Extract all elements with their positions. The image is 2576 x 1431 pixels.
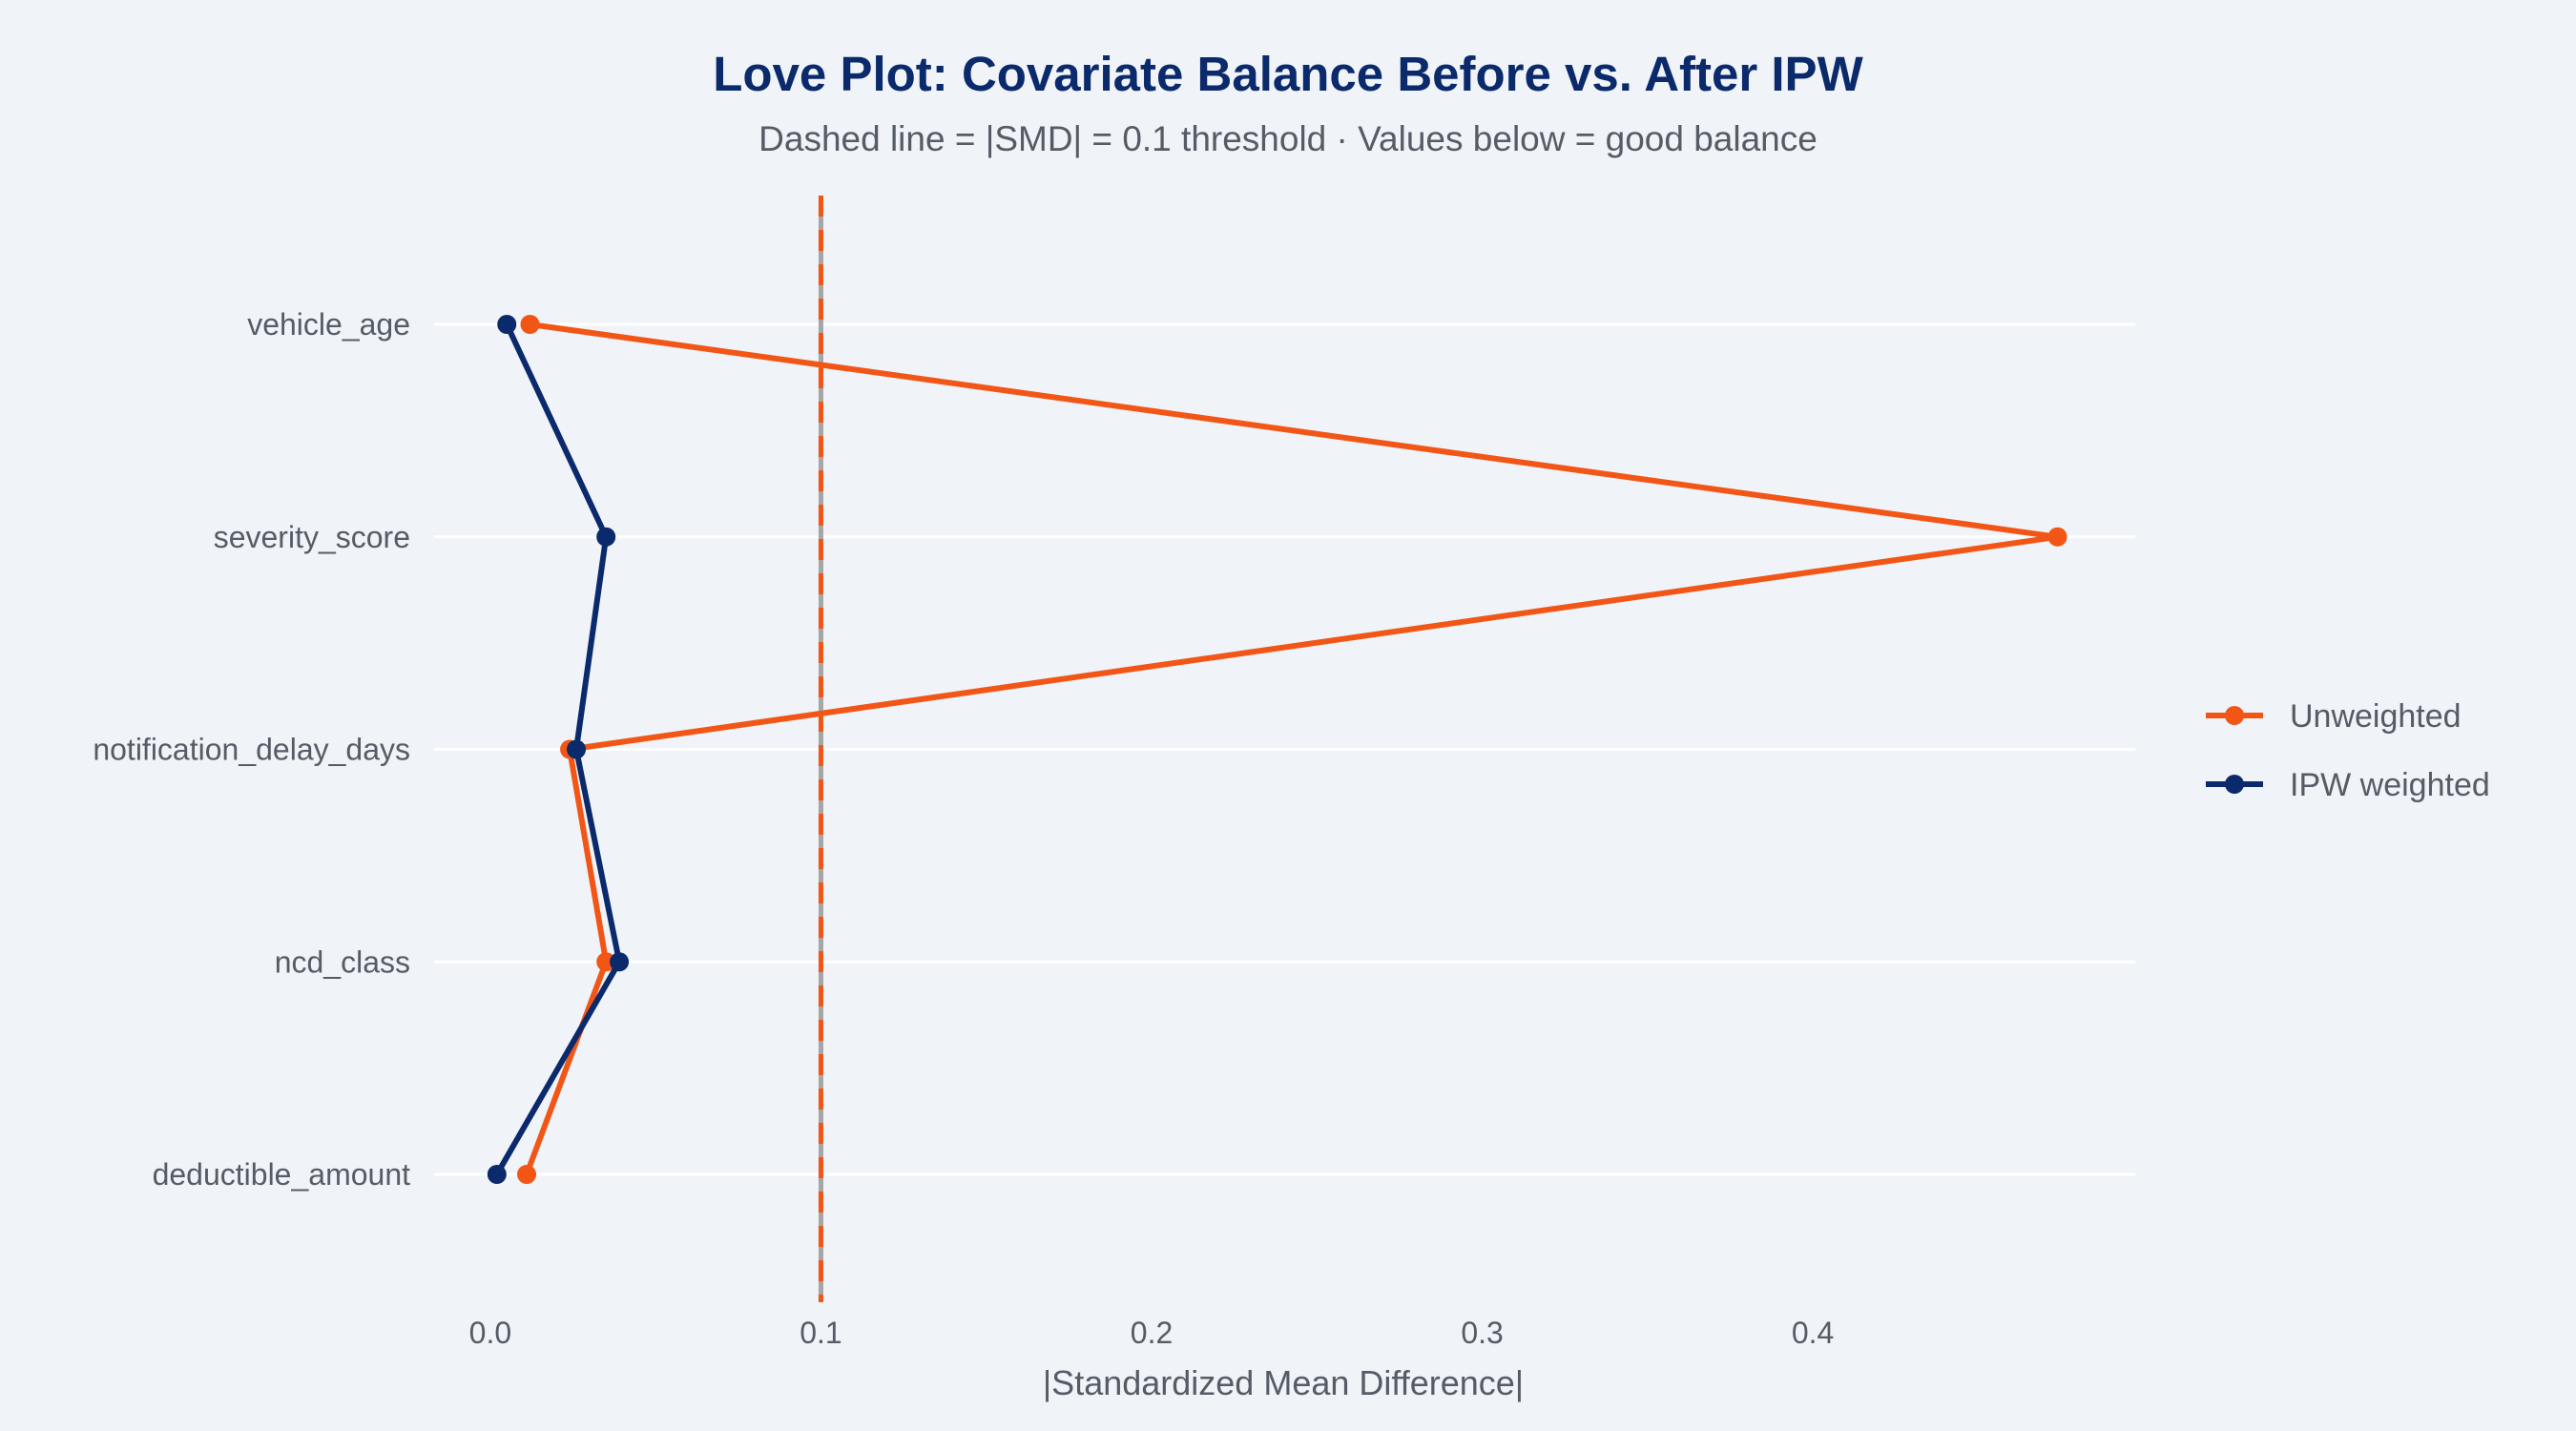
y-tick-severity_score: severity_score bbox=[214, 520, 410, 554]
x-tick-0.0: 0.0 bbox=[469, 1316, 511, 1350]
legend-item-unweighted[interactable]: Unweighted bbox=[2206, 698, 2462, 735]
y-tick-ncd_class: ncd_class bbox=[275, 944, 410, 979]
y-axis-ticks: vehicle_age severity_score notification_de… bbox=[93, 307, 410, 1192]
chart-subtitle: Dashed line = |SMD| = 0.1 threshold · Va… bbox=[758, 119, 1818, 158]
x-axis-label: |Standardized Mean Difference| bbox=[1043, 1363, 1524, 1402]
point-ipw-weighted-deductible_amount bbox=[487, 1165, 507, 1184]
y-tick-deductible_amount: deductible_amount bbox=[153, 1157, 411, 1192]
legend[interactable]: Unweighted IPW weighted bbox=[2206, 698, 2490, 803]
y-tick-vehicle_age: vehicle_age bbox=[247, 307, 410, 342]
legend-label-ipw-weighted: IPW weighted bbox=[2290, 767, 2490, 803]
point-ipw-weighted-ncd_class bbox=[610, 952, 630, 972]
point-ipw-weighted-severity_score bbox=[596, 527, 616, 547]
legend-swatch-marker-unweighted bbox=[2225, 706, 2244, 725]
x-tick-0.1: 0.1 bbox=[800, 1316, 841, 1350]
point-unweighted-vehicle_age bbox=[520, 315, 540, 334]
x-tick-0.2: 0.2 bbox=[1131, 1316, 1173, 1350]
x-tick-0.4: 0.4 bbox=[1792, 1316, 1834, 1350]
legend-item-ipw-weighted[interactable]: IPW weighted bbox=[2206, 767, 2490, 803]
point-ipw-weighted-notification_delay_days bbox=[567, 739, 587, 759]
y-tick-notification_delay_days: notification_delay_days bbox=[93, 733, 410, 767]
x-tick-0.3: 0.3 bbox=[1461, 1316, 1503, 1350]
point-unweighted-severity_score bbox=[2047, 527, 2067, 547]
legend-label-unweighted: Unweighted bbox=[2290, 698, 2462, 735]
series-group bbox=[487, 315, 2067, 1184]
point-ipw-weighted-vehicle_age bbox=[497, 315, 517, 334]
point-unweighted-ncd_class bbox=[596, 952, 616, 972]
point-unweighted-deductible_amount bbox=[517, 1165, 537, 1184]
legend-swatch-marker-ipw-weighted bbox=[2225, 775, 2244, 794]
chart-title: Love Plot: Covariate Balance Before vs. … bbox=[713, 47, 1863, 101]
x-axis-ticks: 0.0 0.1 0.2 0.3 0.4 bbox=[469, 1316, 1835, 1350]
gridlines bbox=[434, 322, 2135, 1176]
